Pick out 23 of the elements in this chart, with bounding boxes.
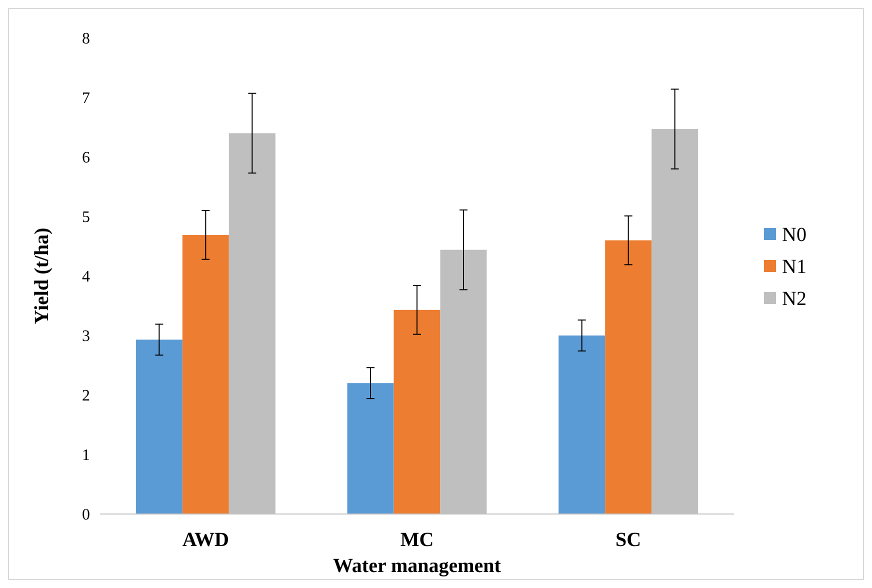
y-tick-label: 1 — [82, 447, 90, 464]
bar — [394, 310, 440, 514]
y-tick-label: 4 — [82, 268, 90, 286]
y-tick-label: 2 — [82, 388, 90, 405]
legend-label: N2 — [782, 288, 806, 310]
x-tick-label: AWD — [182, 529, 230, 551]
x-tick-label: MC — [400, 529, 434, 551]
legend-label: N0 — [782, 224, 806, 246]
legend-label: N1 — [782, 256, 806, 278]
x-axis-title: Water management — [333, 555, 502, 577]
bar — [558, 336, 606, 514]
y-tick-label: 3 — [82, 328, 90, 346]
bar — [182, 234, 229, 514]
x-tick-label: SC — [616, 529, 642, 551]
bar — [136, 340, 182, 514]
bar — [605, 240, 652, 514]
y-tick-label: 8 — [82, 30, 90, 48]
bar — [347, 383, 394, 514]
y-tick-label: 6 — [82, 150, 90, 167]
y-tick-label: 5 — [82, 209, 90, 226]
y-tick-label: 7 — [82, 90, 90, 108]
y-axis-title: Yield (t/ha) — [31, 228, 53, 324]
y-tick-label: 0 — [82, 506, 90, 524]
